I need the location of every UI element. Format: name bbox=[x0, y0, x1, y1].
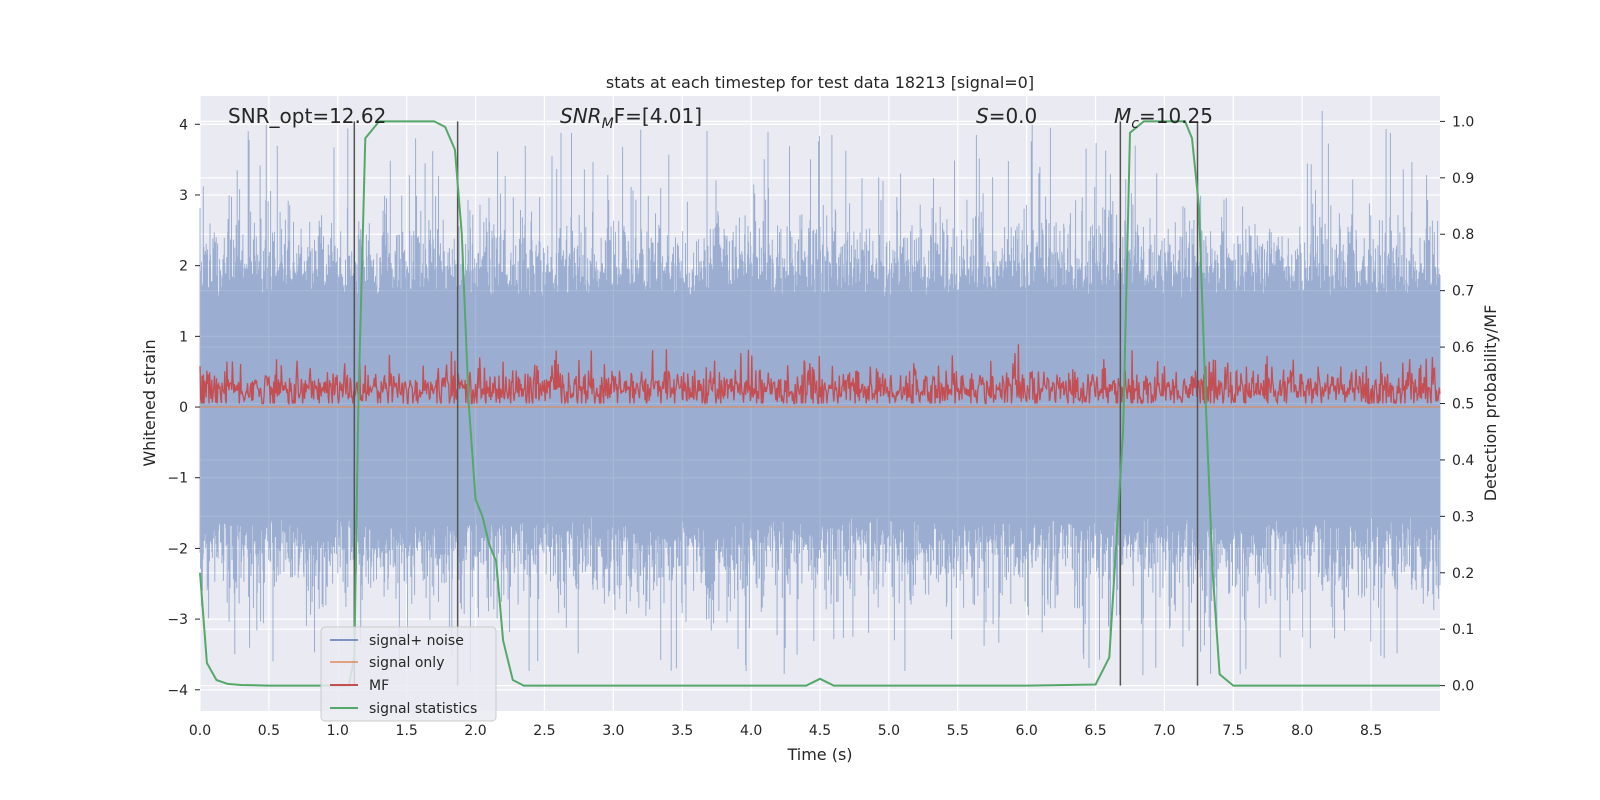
x-axis-label: Time (s) bbox=[786, 745, 852, 764]
y2-tick-label: 0.5 bbox=[1452, 397, 1474, 413]
y2-axis-label: Detection probability/MF bbox=[1481, 305, 1500, 502]
x-tick-label: 1.0 bbox=[327, 723, 349, 739]
annotation-mc-main: M bbox=[1114, 104, 1131, 128]
x-tick-label: 5.5 bbox=[947, 723, 969, 739]
y-tick-label: −2 bbox=[167, 541, 188, 557]
legend-label-mf: MF bbox=[369, 678, 389, 694]
vertical-markers bbox=[353, 121, 1199, 686]
x-tick-label: 1.5 bbox=[396, 723, 418, 739]
annotation-s-main: S bbox=[976, 104, 989, 128]
y-tick-label: −3 bbox=[167, 612, 188, 628]
y-tick-label: −1 bbox=[167, 471, 188, 487]
chart-title: stats at each timestep for test data 182… bbox=[606, 73, 1034, 92]
annotation-mc-sub: c bbox=[1131, 116, 1139, 132]
x-tick-label: 4.5 bbox=[809, 723, 831, 739]
y2-tick-label: 0.1 bbox=[1452, 622, 1474, 638]
y2-axis-ticks: 1.0 0.9 0.8 0.7 0.6 0.5 0.4 0.3 0.2 0.1 0.0 bbox=[1440, 114, 1474, 695]
annotation-mc-rest: =10.25 bbox=[1139, 104, 1213, 128]
x-tick-label: 4.0 bbox=[740, 723, 762, 739]
legend-label-signal-noise: signal+ noise bbox=[369, 633, 464, 649]
legend-box bbox=[320, 626, 497, 722]
y2-tick-label: 0.9 bbox=[1452, 171, 1474, 187]
y2-tick-label: 0.7 bbox=[1452, 284, 1474, 300]
y-tick-label: 3 bbox=[179, 188, 188, 204]
y2-tick-label: 0.8 bbox=[1452, 227, 1474, 243]
x-tick-label: 3.5 bbox=[671, 723, 693, 739]
y-axis-ticks: 4 3 2 1 0 −1 −2 −3 −4 bbox=[167, 117, 200, 699]
annotation-snr-mf-main: SNR bbox=[560, 104, 602, 128]
annotation-snr-mf-rest: F=[4.01] bbox=[614, 104, 702, 128]
x-tick-label: 0.0 bbox=[189, 723, 211, 739]
series-mf bbox=[199, 344, 1441, 406]
x-axis-ticks: 0.0 0.5 1.0 1.5 2.0 2.5 3.0 3.5 4.0 4.5 5.0 5.5 6.0 6… bbox=[189, 723, 1382, 739]
y-tick-label: 2 bbox=[179, 259, 188, 275]
annotation-s-rest: =0.0 bbox=[989, 104, 1038, 128]
x-tick-label: 2.0 bbox=[464, 723, 486, 739]
y-axis-label: Whitened strain bbox=[140, 339, 159, 466]
x-tick-label: 8.0 bbox=[1291, 723, 1313, 739]
y2-tick-label: 1.0 bbox=[1452, 114, 1474, 130]
annotation-snr-opt: SNR_opt=12.62 bbox=[228, 104, 386, 128]
y2-tick-label: 0.3 bbox=[1452, 509, 1474, 525]
annotation-snr-mf: SNRMF=[4.01] bbox=[560, 104, 702, 132]
y2-tick-label: 0.2 bbox=[1452, 566, 1474, 582]
mf-trace bbox=[199, 344, 1441, 406]
x-tick-label: 6.5 bbox=[1084, 723, 1106, 739]
x-tick-label: 3.0 bbox=[602, 723, 624, 739]
legend: signal+ noise signal only MF signal stat… bbox=[320, 626, 497, 722]
legend-label-signal-statistics: signal statistics bbox=[369, 701, 477, 717]
y-tick-label: −4 bbox=[167, 683, 188, 699]
y-tick-label: 0 bbox=[179, 400, 188, 416]
legend-label-signal-only: signal only bbox=[369, 655, 444, 671]
annotation-s: S=0.0 bbox=[976, 104, 1037, 128]
x-tick-label: 7.0 bbox=[1153, 723, 1175, 739]
x-tick-label: 7.5 bbox=[1222, 723, 1244, 739]
y2-tick-label: 0.0 bbox=[1452, 679, 1474, 695]
annotation-snr-mf-sub: M bbox=[602, 116, 614, 132]
x-tick-label: 6.0 bbox=[1016, 723, 1038, 739]
x-tick-label: 2.5 bbox=[533, 723, 555, 739]
y-tick-label: 1 bbox=[179, 329, 188, 345]
x-tick-label: 0.5 bbox=[258, 723, 280, 739]
x-tick-label: 5.0 bbox=[878, 723, 900, 739]
x-tick-label: 8.5 bbox=[1360, 723, 1382, 739]
y2-tick-label: 0.4 bbox=[1452, 453, 1474, 469]
y-tick-label: 4 bbox=[179, 117, 188, 133]
y2-tick-label: 0.6 bbox=[1452, 340, 1474, 356]
annotation-mc: Mc=10.25 bbox=[1114, 104, 1213, 132]
